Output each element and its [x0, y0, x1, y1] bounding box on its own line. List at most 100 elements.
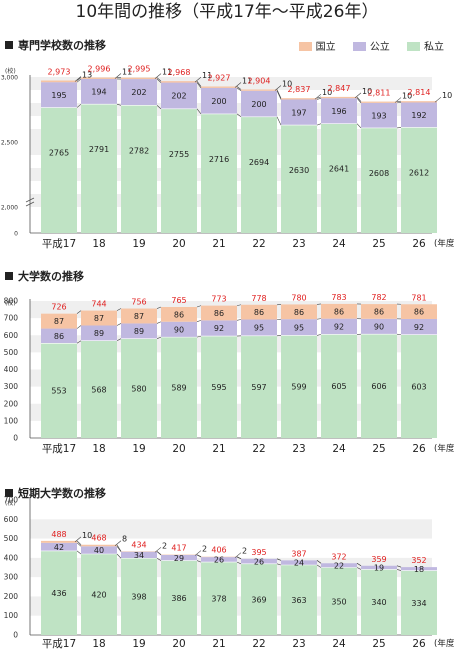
x-tick-label: 20 — [172, 638, 185, 650]
x-tick-label: 19 — [132, 638, 145, 650]
value-label-national: 11 — [122, 68, 132, 77]
value-label-private: 436 — [51, 589, 66, 598]
value-label-private: 606 — [371, 382, 386, 391]
bar-public — [81, 325, 117, 341]
connector-line — [156, 78, 162, 83]
x-tick-label: 18 — [92, 238, 105, 250]
value-label-national: 13 — [82, 71, 92, 80]
bar-private — [321, 567, 357, 635]
bar-national — [41, 313, 77, 329]
value-label-national: 10 — [402, 92, 412, 101]
bar-public — [161, 321, 197, 338]
y-tick-label: 700 — [4, 496, 19, 505]
value-label-national: 8 — [122, 535, 127, 544]
bar-national — [121, 308, 157, 324]
x-tick-label: 平成17 — [42, 443, 76, 455]
x-tick-label: 19 — [132, 443, 145, 455]
y-tick-label: 0 — [13, 434, 18, 443]
total-label: 782 — [371, 293, 386, 302]
value-label-national: 86 — [214, 309, 224, 318]
value-label-public: 92 — [414, 323, 424, 332]
section-title-senmon: 専門学校数の推移 — [5, 37, 106, 53]
bar-public — [281, 99, 317, 126]
total-label: 2,811 — [368, 89, 391, 98]
value-label-public: 193 — [371, 111, 386, 120]
bar-national — [361, 304, 397, 319]
total-label: 406 — [211, 546, 226, 555]
connector-line — [316, 334, 322, 336]
value-label-private: 580 — [131, 384, 146, 393]
connector-line — [236, 86, 242, 90]
callout-line — [154, 547, 162, 553]
connector-line — [396, 127, 402, 129]
bar-private — [81, 340, 117, 438]
total-label: 783 — [331, 293, 346, 302]
bar-public — [161, 82, 197, 109]
x-unit-label: (年度) — [434, 443, 454, 454]
bar-public — [321, 98, 357, 124]
value-label-national: 2 — [202, 545, 207, 554]
x-tick-label: 21 — [212, 638, 225, 650]
total-label: 488 — [51, 530, 66, 539]
value-label-public: 92 — [334, 323, 344, 332]
connector-line — [356, 567, 362, 570]
connector-line — [356, 563, 362, 567]
value-label-private: 386 — [171, 594, 186, 603]
value-label-private: 568 — [91, 385, 106, 394]
x-tick-label: 26 — [412, 638, 426, 650]
bar-public — [121, 323, 157, 339]
bar-public — [41, 82, 77, 108]
legend-item-shiritsu: 私立 — [407, 38, 444, 53]
y-tick-label: 300 — [4, 382, 19, 391]
connector-line — [396, 569, 402, 571]
bar-public — [201, 320, 237, 337]
connector-line — [316, 97, 322, 100]
bar-national — [321, 303, 357, 319]
total-label: 434 — [131, 540, 146, 549]
connector-line — [236, 561, 242, 565]
chart-legend: 国立 公立 私立 — [285, 38, 444, 53]
x-tick-label: 26 — [412, 443, 426, 455]
y-tick-label: 0 — [13, 631, 18, 640]
connector-line — [156, 105, 162, 110]
y-tick-label: 2,000 — [1, 205, 18, 212]
callout-line — [394, 97, 402, 103]
y-tick-label: 200 — [4, 592, 19, 601]
total-label: 780 — [291, 293, 306, 302]
bar-public — [401, 102, 437, 128]
connector-line — [316, 123, 322, 126]
total-label: 2,968 — [168, 68, 191, 77]
total-label: 765 — [171, 296, 186, 305]
bar-private — [201, 562, 237, 635]
connector-line — [116, 338, 122, 341]
value-label-private: 2782 — [129, 146, 149, 155]
value-label-national: 10 — [362, 87, 372, 96]
connector-line — [196, 560, 202, 563]
value-label-public: 34 — [134, 551, 144, 560]
bar-public — [121, 79, 157, 106]
value-label-national: 10 — [322, 88, 332, 97]
connector-line — [316, 96, 322, 99]
x-tick-label: 21 — [212, 443, 225, 455]
square-bullet-icon — [5, 41, 13, 49]
y-tick-label: 500 — [4, 348, 19, 357]
value-label-national: 86 — [254, 308, 264, 317]
value-label-private: 2791 — [89, 145, 109, 154]
axis-break-mark — [25, 197, 35, 207]
value-label-national: 86 — [374, 307, 384, 316]
value-label-private: 398 — [131, 593, 146, 602]
value-label-public: 24 — [294, 559, 304, 568]
connector-line — [276, 116, 282, 126]
x-tick-label: 20 — [172, 443, 185, 455]
connector-line — [316, 303, 322, 305]
x-unit-label: (年度) — [434, 238, 454, 249]
value-label-public: 196 — [331, 107, 346, 116]
value-label-public: 18 — [414, 565, 424, 574]
bar-public — [361, 102, 397, 128]
value-label-public: 95 — [294, 323, 304, 332]
bar-public — [201, 557, 237, 563]
connector-line — [116, 308, 122, 311]
value-label-national: 2 — [162, 541, 167, 550]
value-label-national: 10 — [442, 91, 452, 100]
y-tick-label: 0 — [14, 231, 18, 238]
